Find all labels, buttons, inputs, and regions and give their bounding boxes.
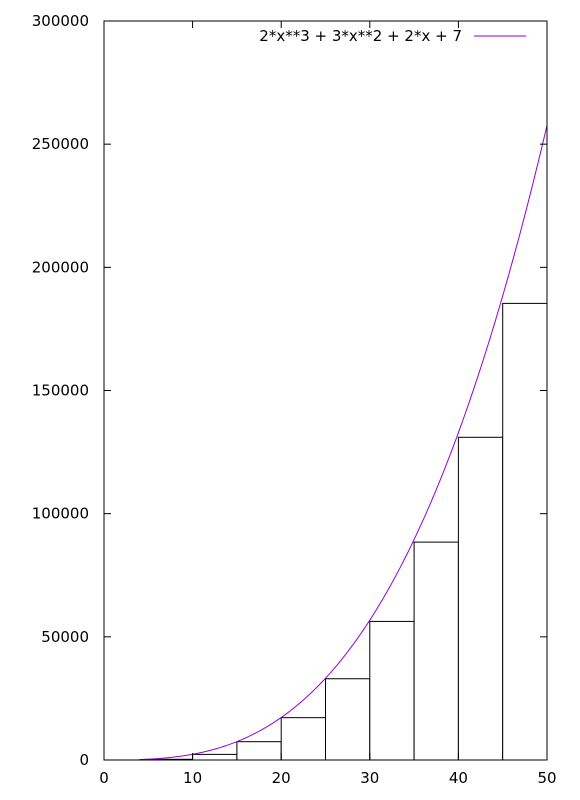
axes-group: 0 10 20 30 40 50 0 50000 100000 150000 200000 25000… [32, 12, 557, 787]
y-tick-label: 300000 [32, 12, 89, 30]
x-tick-label: 20 [272, 769, 291, 787]
bar-5 [325, 678, 371, 761]
bar-8 [457, 436, 504, 761]
x-tick-label: 10 [183, 769, 202, 787]
legend: 2*x**3 + 3*x**2 + 2*x + 7 [259, 27, 526, 45]
bar-7 [413, 541, 459, 761]
bar-4 [280, 717, 327, 761]
y-tick-label: 100000 [32, 505, 89, 523]
curve-layer [139, 125, 548, 761]
x-tick-label: 50 [537, 769, 556, 787]
bar-2 [192, 753, 238, 761]
legend-label: 2*x**3 + 3*x**2 + 2*x + 7 [259, 27, 462, 45]
x-tick-label: 40 [449, 769, 468, 787]
y-tick-label: 0 [79, 751, 89, 769]
bars-group [103, 302, 548, 761]
y-tick-label: 50000 [41, 628, 89, 646]
bar-6 [369, 620, 415, 761]
y-tick-label: 250000 [32, 135, 89, 153]
bar-3 [236, 741, 282, 761]
y-tick-label: 150000 [32, 382, 89, 400]
series-line [139, 125, 548, 761]
x-tick-label: 30 [360, 769, 379, 787]
x-tick-label: 0 [99, 769, 109, 787]
y-tick-label: 200000 [32, 258, 89, 276]
bar-9 [502, 302, 548, 761]
